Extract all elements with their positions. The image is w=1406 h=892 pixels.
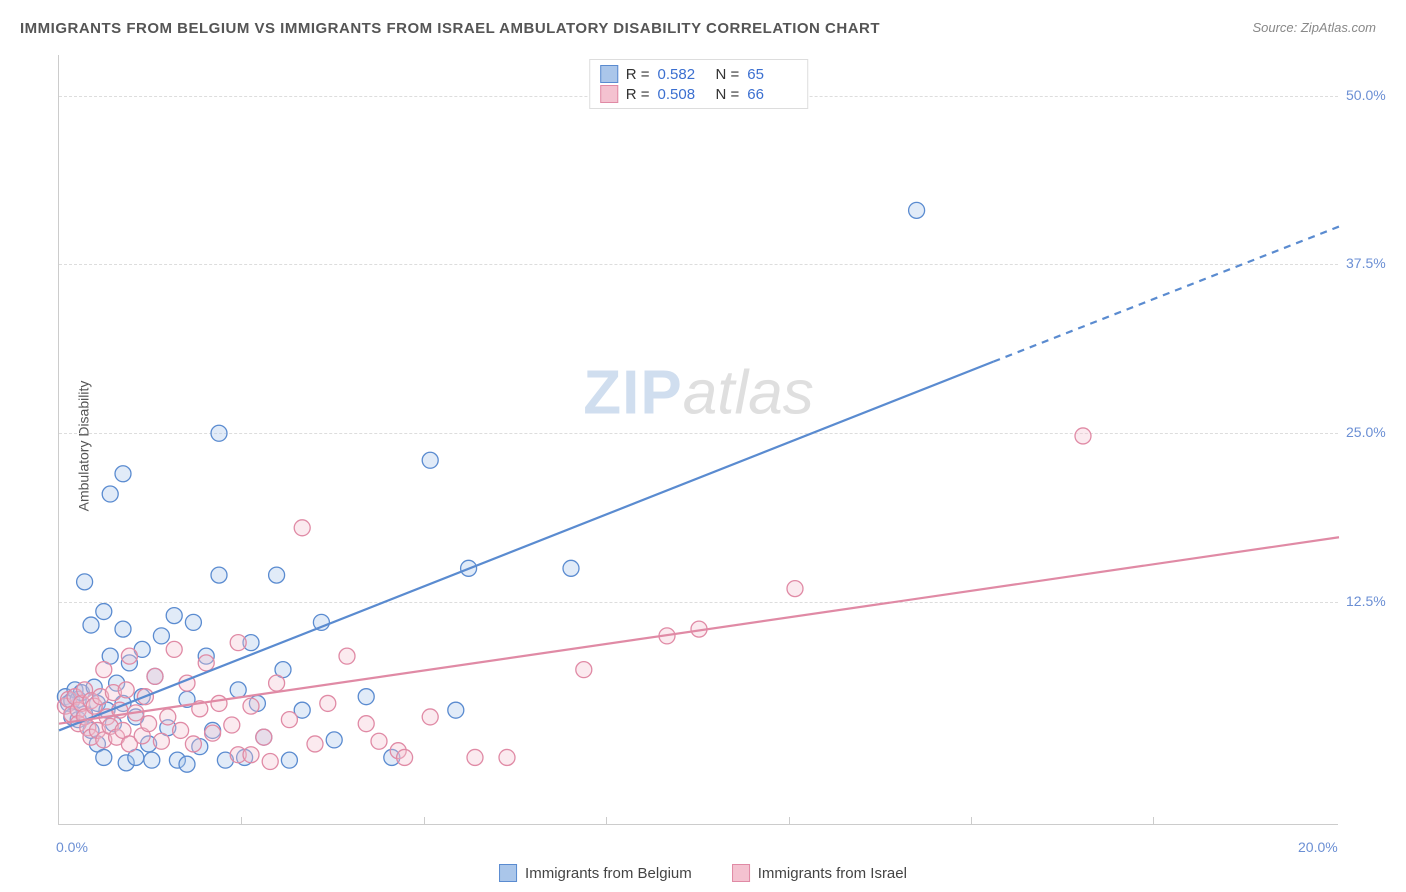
scatter-point-belgium	[326, 732, 342, 748]
scatter-point-belgium	[144, 752, 160, 768]
scatter-point-belgium	[96, 604, 112, 620]
n-label: N =	[716, 86, 740, 103]
trend-line-dashed-belgium	[993, 227, 1339, 362]
scatter-point-israel	[294, 520, 310, 536]
scatter-point-belgium	[211, 425, 227, 441]
scatter-point-israel	[147, 668, 163, 684]
belgium-n-value: 65	[747, 66, 797, 83]
scatter-point-israel	[205, 725, 221, 741]
scatter-point-israel	[96, 662, 112, 678]
scatter-point-israel	[339, 648, 355, 664]
scatter-point-belgium	[83, 617, 99, 633]
scatter-point-belgium	[563, 560, 579, 576]
scatter-point-israel	[211, 695, 227, 711]
plot-area: ZIPatlas R = 0.582 N = 65 R = 0.508 N = …	[58, 55, 1338, 825]
scatter-point-israel	[358, 716, 374, 732]
scatter-point-belgium	[281, 752, 297, 768]
scatter-point-belgium	[166, 608, 182, 624]
trend-line-belgium	[59, 362, 993, 731]
scatter-point-belgium	[115, 466, 131, 482]
scatter-point-belgium	[230, 682, 246, 698]
scatter-point-belgium	[211, 567, 227, 583]
scatter-point-israel	[499, 749, 515, 765]
chart-svg	[59, 55, 1338, 824]
scatter-point-israel	[256, 729, 272, 745]
belgium-r-value: 0.582	[658, 66, 708, 83]
scatter-point-belgium	[77, 574, 93, 590]
y-tick-label: 37.5%	[1346, 255, 1386, 271]
scatter-point-israel	[185, 736, 201, 752]
scatter-point-israel	[269, 675, 285, 691]
scatter-point-israel	[166, 641, 182, 657]
scatter-point-belgium	[115, 621, 131, 637]
scatter-point-israel	[371, 733, 387, 749]
scatter-point-israel	[230, 635, 246, 651]
scatter-point-belgium	[102, 486, 118, 502]
scatter-point-israel	[307, 736, 323, 752]
scatter-point-belgium	[185, 614, 201, 630]
scatter-point-belgium	[909, 202, 925, 218]
n-label: N =	[716, 66, 740, 83]
legend-item-israel: Immigrants from Israel	[732, 864, 907, 882]
scatter-point-israel	[243, 747, 259, 763]
scatter-point-israel	[198, 655, 214, 671]
scatter-point-israel	[320, 695, 336, 711]
scatter-point-belgium	[448, 702, 464, 718]
series-legend: Immigrants from Belgium Immigrants from …	[499, 864, 907, 882]
scatter-point-israel	[262, 754, 278, 770]
y-tick-label: 25.0%	[1346, 424, 1386, 440]
swatch-belgium-icon	[499, 864, 517, 882]
source-attribution: Source: ZipAtlas.com	[1252, 20, 1376, 35]
scatter-point-israel	[576, 662, 592, 678]
stats-legend: R = 0.582 N = 65 R = 0.508 N = 66	[589, 59, 809, 109]
scatter-point-israel	[397, 749, 413, 765]
scatter-point-belgium	[358, 689, 374, 705]
scatter-point-israel	[1075, 428, 1091, 444]
scatter-point-belgium	[422, 452, 438, 468]
scatter-point-israel	[173, 722, 189, 738]
legend-belgium-label: Immigrants from Belgium	[525, 865, 692, 882]
legend-item-belgium: Immigrants from Belgium	[499, 864, 692, 882]
y-tick-label: 50.0%	[1346, 87, 1386, 103]
scatter-point-belgium	[153, 628, 169, 644]
scatter-point-israel	[243, 698, 259, 714]
swatch-belgium-icon	[600, 65, 618, 83]
x-tick-label: 0.0%	[56, 839, 88, 855]
scatter-point-belgium	[179, 756, 195, 772]
scatter-point-israel	[121, 648, 137, 664]
x-tick-label: 20.0%	[1298, 839, 1338, 855]
r-label: R =	[626, 86, 650, 103]
israel-n-value: 66	[747, 86, 797, 103]
scatter-point-israel	[467, 749, 483, 765]
stats-row-israel: R = 0.508 N = 66	[600, 84, 798, 104]
israel-r-value: 0.508	[658, 86, 708, 103]
scatter-point-israel	[141, 716, 157, 732]
stats-row-belgium: R = 0.582 N = 65	[600, 64, 798, 84]
scatter-point-israel	[281, 712, 297, 728]
scatter-point-israel	[224, 717, 240, 733]
chart-title: IMMIGRANTS FROM BELGIUM VS IMMIGRANTS FR…	[20, 20, 880, 37]
swatch-israel-icon	[600, 85, 618, 103]
scatter-point-israel	[787, 581, 803, 597]
scatter-point-israel	[422, 709, 438, 725]
swatch-israel-icon	[732, 864, 750, 882]
scatter-point-israel	[160, 709, 176, 725]
y-tick-label: 12.5%	[1346, 593, 1386, 609]
scatter-point-israel	[153, 733, 169, 749]
scatter-point-israel	[118, 682, 134, 698]
trend-line-israel	[59, 537, 1339, 723]
legend-israel-label: Immigrants from Israel	[758, 865, 907, 882]
r-label: R =	[626, 66, 650, 83]
scatter-point-belgium	[96, 749, 112, 765]
scatter-point-belgium	[269, 567, 285, 583]
